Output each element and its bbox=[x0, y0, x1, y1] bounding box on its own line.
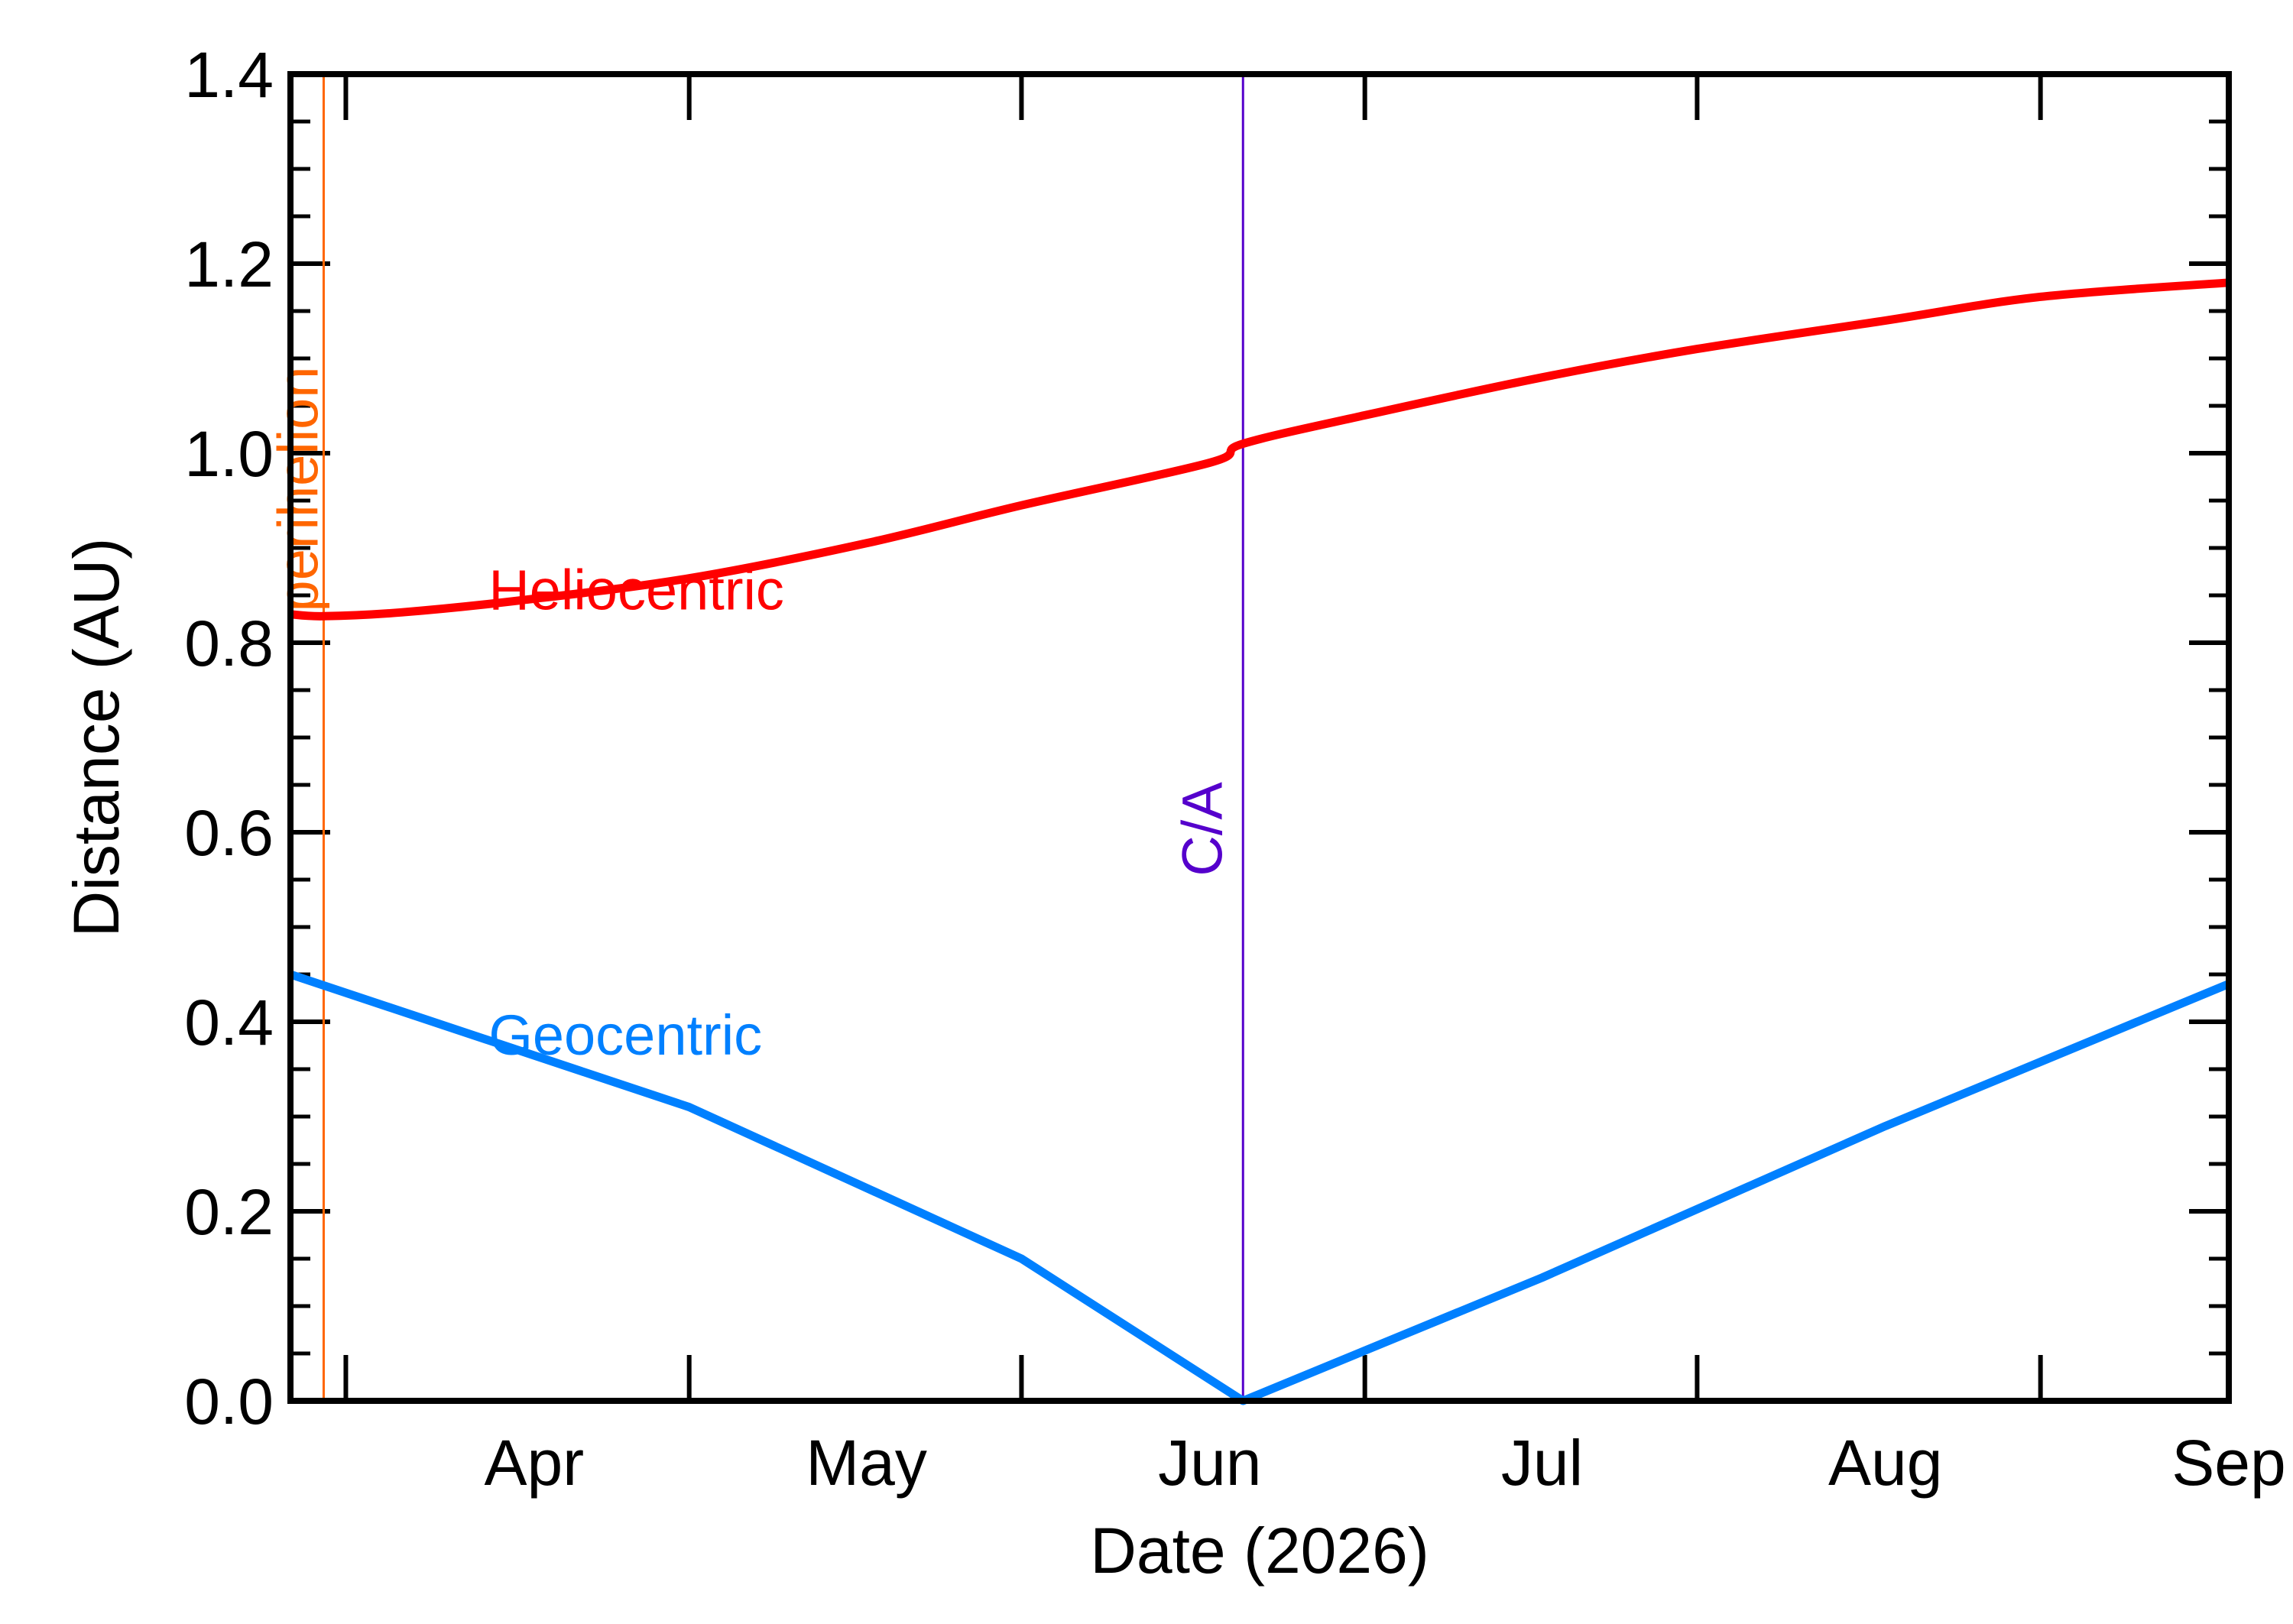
x-tick-label: Jun bbox=[1158, 1427, 1261, 1499]
series-lines bbox=[289, 278, 2231, 1405]
x-tick-label: Apr bbox=[484, 1427, 584, 1499]
annotation-layer: perihelion C/A Heliocentric Geocentric bbox=[266, 367, 1234, 1068]
x-tick-label: May bbox=[806, 1427, 927, 1499]
y-tick-label: 0.0 bbox=[184, 1366, 274, 1438]
plot-frame bbox=[287, 71, 2232, 1404]
y-tick-label: 1.4 bbox=[184, 39, 274, 111]
y-tick-label: 0.6 bbox=[184, 797, 274, 869]
y-tick-label: 1.2 bbox=[184, 229, 274, 300]
heliocentric-line bbox=[290, 278, 2230, 621]
heliocentric-label: Heliocentric bbox=[488, 558, 784, 621]
y-tick-label: 0.4 bbox=[184, 987, 274, 1058]
tick-layer: 0.0 0.2 0.4 0.6 0.8 1.0 1.2 1.4 Apr May Jun Jul Aug S… bbox=[184, 39, 2286, 1499]
y-tick-label: 1.0 bbox=[184, 418, 274, 490]
x-tick-label: Jul bbox=[1501, 1427, 1583, 1499]
y-tick-label: 0.2 bbox=[184, 1176, 274, 1248]
closest-approach-label: C/A bbox=[1170, 782, 1234, 877]
geocentric-label: Geocentric bbox=[488, 1003, 762, 1067]
x-tick-label: Aug bbox=[1828, 1427, 1942, 1499]
perihelion-label: perihelion bbox=[266, 367, 329, 612]
x-axis-title: Date (2026) bbox=[1090, 1515, 1429, 1587]
event-lines bbox=[322, 74, 1244, 1401]
x-tick-label: Sep bbox=[2171, 1427, 2285, 1499]
y-axis-title: Distance (AU) bbox=[60, 538, 132, 938]
y-tick-label: 0.8 bbox=[184, 608, 274, 679]
